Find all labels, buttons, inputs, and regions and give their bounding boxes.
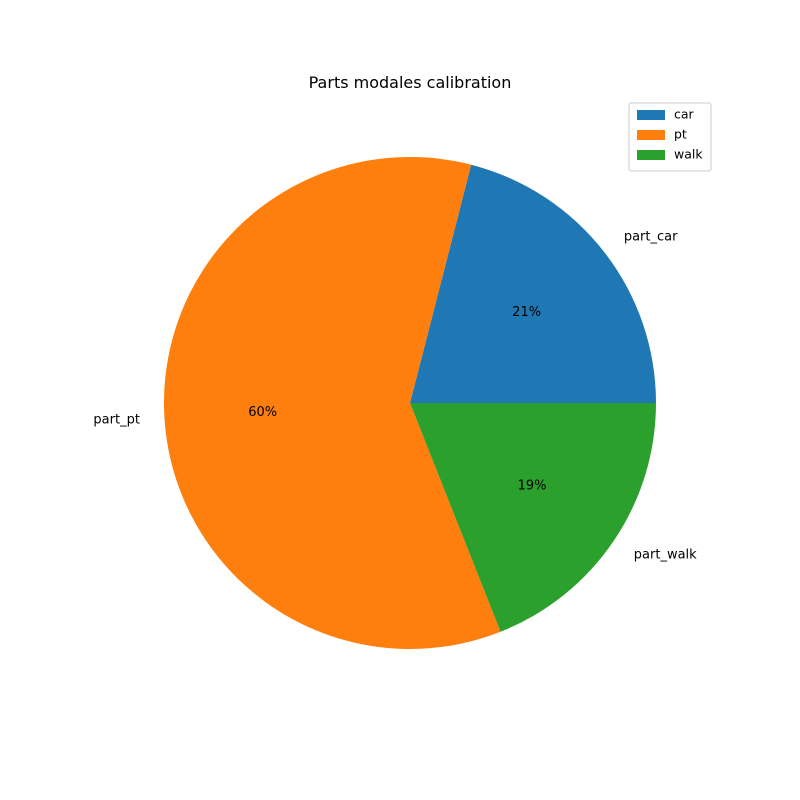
slice-label-pt: part_pt — [93, 412, 140, 427]
pct-label-car: 21% — [512, 305, 541, 320]
legend-label-walk: walk — [674, 147, 703, 162]
legend-label-car: car — [674, 107, 695, 122]
pct-label-walk: 19% — [518, 478, 547, 493]
pie-labels: part_car 21% part_pt 60% part_walk 19% — [93, 230, 697, 563]
chart-title: Parts modales calibration — [309, 73, 512, 92]
slice-label-car: part_car — [624, 230, 678, 245]
pie-slice-car — [410, 164, 656, 403]
legend-swatch-walk — [637, 150, 665, 160]
pie-slice-walk — [410, 403, 656, 632]
legend-label-pt: pt — [674, 127, 687, 142]
legend-swatch-car — [637, 110, 665, 120]
pie-slice-pt — [164, 157, 501, 650]
slice-label-walk: part_walk — [634, 548, 697, 563]
legend: car pt walk — [628, 102, 712, 172]
pie-slices — [164, 157, 656, 650]
pct-label-pt: 60% — [248, 405, 277, 420]
legend-swatch-pt — [637, 130, 665, 140]
